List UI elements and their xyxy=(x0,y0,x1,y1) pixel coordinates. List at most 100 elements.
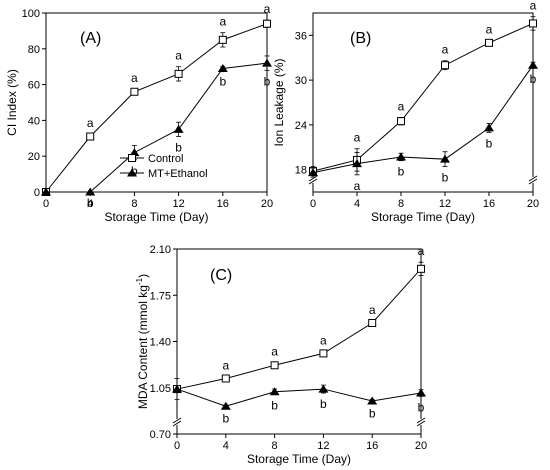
significance-label: b xyxy=(442,171,449,185)
x-axis-title: Storage Time (Day) xyxy=(371,210,475,224)
plot-frame xyxy=(312,12,534,193)
y-tick-label: 40 xyxy=(28,115,40,127)
data-point xyxy=(396,152,406,161)
significance-label: b xyxy=(369,406,376,420)
axis-break-gap xyxy=(173,419,181,425)
x-tick-label: 20 xyxy=(261,198,273,210)
data-point xyxy=(221,374,230,383)
data-point xyxy=(485,38,493,47)
significance-label: a xyxy=(442,43,449,57)
data-point xyxy=(528,60,538,69)
data-point xyxy=(367,396,378,405)
y-tick-label: 1.05 xyxy=(150,383,171,395)
significance-label: b xyxy=(530,72,537,86)
panel-label: (A) xyxy=(80,30,101,47)
x-tick-label: 8 xyxy=(398,198,404,210)
data-point xyxy=(217,63,228,72)
panel-label: (C) xyxy=(210,267,232,284)
x-tick-label: 16 xyxy=(217,198,229,210)
series-line xyxy=(176,388,422,407)
significance-label: a xyxy=(271,345,278,359)
data-point xyxy=(318,384,329,393)
significance-label: b xyxy=(175,141,182,155)
significance-label: b xyxy=(320,397,327,411)
x-tick-label: 8 xyxy=(272,440,278,452)
x-tick-label: 12 xyxy=(172,198,184,210)
data-point xyxy=(416,388,426,397)
series-mt-ethanol: b b b b b xyxy=(41,55,272,210)
y-tick-label: 30 xyxy=(295,75,307,87)
x-tick-label: 4 xyxy=(354,198,360,210)
series-line xyxy=(45,23,268,193)
significance-label: a xyxy=(369,303,376,317)
x-tick-label: 0 xyxy=(43,198,49,210)
y-tick-label: 1.40 xyxy=(150,337,171,349)
data-point xyxy=(270,361,279,370)
data-point xyxy=(484,123,494,132)
data-point xyxy=(130,87,139,96)
significance-label: a xyxy=(87,116,94,130)
significance-label: b xyxy=(486,136,493,150)
data-point xyxy=(263,19,271,28)
axis-break-gap xyxy=(417,419,425,425)
significance-label: b xyxy=(398,165,405,179)
data-point xyxy=(529,19,537,28)
panel-label: (B) xyxy=(350,30,371,47)
significance-label: a xyxy=(354,179,361,193)
significance-label: b xyxy=(418,400,425,414)
series-control: a a a a a xyxy=(309,0,537,176)
x-tick-label: 8 xyxy=(131,198,137,210)
panel-a: 0 4 8 12 16 20 0 20 40 60 80 100 Storage Time (Day) C… xyxy=(5,2,273,224)
axis-break-mark xyxy=(416,420,426,427)
data-point xyxy=(269,387,280,396)
data-point xyxy=(441,61,449,70)
data-point xyxy=(397,117,405,126)
x-tick-label: 4 xyxy=(223,440,229,452)
y-tick-label: 36 xyxy=(295,30,307,42)
plot-frame xyxy=(45,12,268,193)
panel-b: 0 4 8 12 16 20 18 24 30 36 Storage Time (Day) Ion L… xyxy=(272,0,539,224)
series-line xyxy=(176,268,422,390)
y-tick-label: 0 xyxy=(34,187,40,199)
significance-label: b xyxy=(264,74,271,88)
x-axis-title: Storage Time (Day) xyxy=(104,210,208,224)
y-tick-label: 1.75 xyxy=(150,290,171,302)
y-axis-title-main: MDA Content (mmol kg xyxy=(136,285,150,409)
data-point xyxy=(440,154,450,163)
significance-label: b xyxy=(87,196,94,210)
x-tick-label: 4 xyxy=(87,198,93,210)
x-tick-label: 0 xyxy=(310,198,316,210)
series-line xyxy=(312,22,534,172)
series-line xyxy=(312,64,534,174)
y-tick-label: 100 xyxy=(22,8,40,20)
significance-label: b xyxy=(219,74,226,88)
significance-label: a xyxy=(175,49,182,63)
significance-label: b xyxy=(222,412,229,426)
y-tick-label: 80 xyxy=(28,44,40,56)
significance-label: a xyxy=(418,244,425,258)
series-control: a a a a a xyxy=(173,244,425,394)
x-tick-label: 16 xyxy=(366,440,378,452)
x-tick-label: 0 xyxy=(174,440,180,452)
y-axis-title-end: ) xyxy=(136,274,150,278)
y-tick-label: 20 xyxy=(28,151,40,163)
data-point xyxy=(352,159,362,168)
significance-label: a xyxy=(219,15,226,29)
legend-marker xyxy=(127,168,137,177)
y-tick-label: 2.10 xyxy=(150,244,171,256)
axis-break-mark xyxy=(308,175,318,182)
significance-label: b xyxy=(131,164,138,178)
significance-label: a xyxy=(530,0,537,13)
panel-c: 0 4 8 12 16 20 0.70 1.05 1.40 1.75 2.10 Storage Tim… xyxy=(135,244,427,466)
data-point xyxy=(86,132,95,141)
series-line xyxy=(46,62,268,193)
axis-break-mark xyxy=(308,178,318,185)
legend-marker xyxy=(128,154,136,162)
x-axis-title: Storage Time (Day) xyxy=(247,452,351,466)
significance-label: a xyxy=(131,71,138,85)
significance-label: a xyxy=(354,131,361,145)
axis-break-mark xyxy=(416,417,426,424)
series-control: a a a a a xyxy=(42,2,271,196)
axis-break-mark xyxy=(172,420,182,427)
